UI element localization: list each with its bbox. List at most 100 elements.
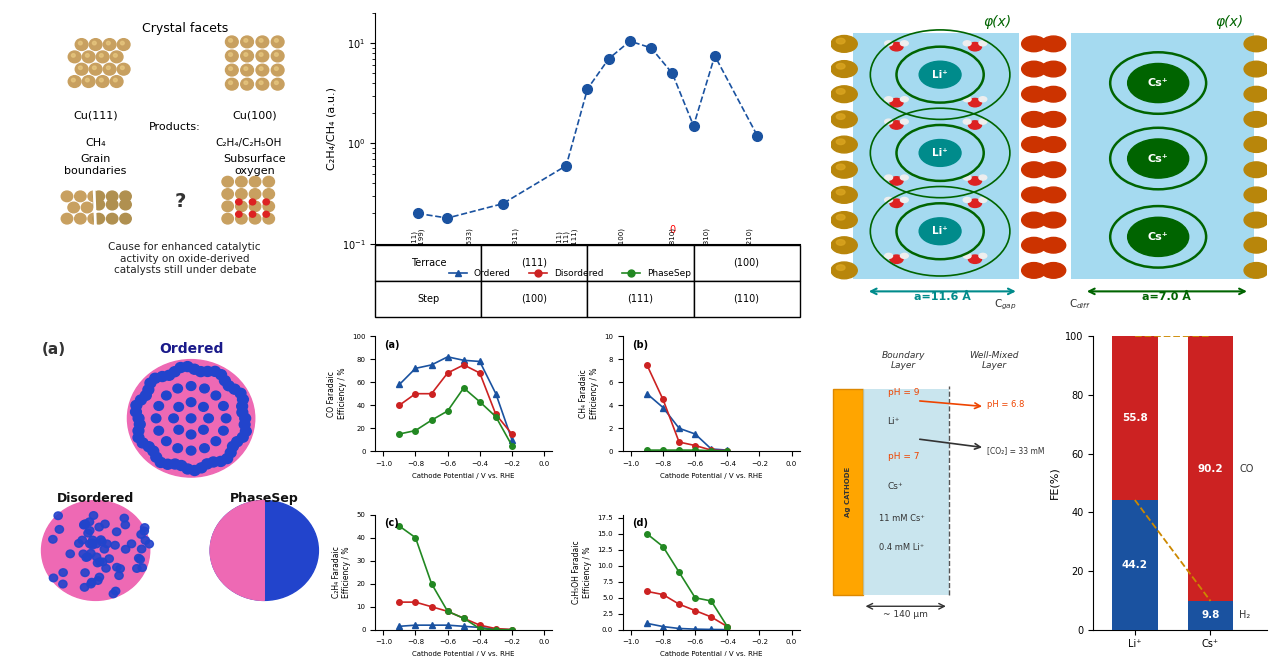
Y-axis label: CH₄ Faradaic
Efficiency / %: CH₄ Faradaic Efficiency / % (579, 368, 599, 419)
Circle shape (104, 64, 116, 75)
Text: PhaseSep: PhaseSep (230, 492, 298, 504)
Circle shape (136, 395, 146, 405)
Circle shape (154, 426, 164, 435)
Circle shape (223, 380, 234, 391)
Text: 0: 0 (669, 225, 676, 235)
Circle shape (244, 39, 248, 42)
Circle shape (141, 537, 150, 544)
Circle shape (221, 453, 233, 464)
Circle shape (76, 64, 88, 75)
Circle shape (241, 426, 251, 436)
Circle shape (1244, 237, 1268, 253)
Text: (810): (810) (669, 228, 676, 247)
Circle shape (114, 78, 118, 82)
Circle shape (210, 501, 319, 600)
Circle shape (221, 414, 230, 422)
Circle shape (831, 161, 858, 178)
Circle shape (1042, 112, 1066, 127)
Circle shape (82, 202, 92, 213)
Circle shape (133, 565, 141, 572)
Circle shape (79, 522, 88, 529)
Circle shape (219, 401, 228, 411)
Circle shape (96, 558, 104, 565)
Circle shape (900, 96, 909, 102)
Circle shape (1042, 162, 1066, 178)
Circle shape (900, 41, 909, 46)
Circle shape (133, 426, 143, 436)
Circle shape (164, 370, 174, 380)
Circle shape (836, 239, 845, 245)
Circle shape (229, 52, 233, 56)
Text: Cu(100): Cu(100) (233, 110, 276, 120)
Circle shape (87, 550, 95, 557)
Circle shape (884, 41, 892, 46)
Circle shape (137, 531, 145, 539)
Text: Boundary
Layer: Boundary Layer (882, 351, 925, 370)
Circle shape (1244, 213, 1268, 228)
Circle shape (244, 81, 248, 85)
Circle shape (964, 197, 972, 203)
Circle shape (116, 565, 124, 573)
Circle shape (114, 54, 118, 57)
Circle shape (250, 176, 261, 187)
Circle shape (900, 175, 909, 180)
Circle shape (890, 176, 902, 185)
Circle shape (964, 253, 972, 258)
Circle shape (262, 211, 269, 217)
Circle shape (106, 199, 118, 210)
Circle shape (204, 414, 214, 422)
Circle shape (196, 367, 206, 377)
Text: 44.2: 44.2 (1121, 560, 1148, 570)
Circle shape (237, 407, 248, 417)
Circle shape (106, 191, 118, 201)
Circle shape (964, 119, 972, 124)
Text: (c): (c) (384, 518, 399, 528)
Circle shape (93, 577, 102, 584)
Text: Ag CATHODE: Ag CATHODE (845, 466, 851, 517)
Circle shape (86, 54, 90, 57)
X-axis label: Cathode Potential / V vs. RHE: Cathode Potential / V vs. RHE (660, 651, 763, 656)
Bar (1112, 500, 1157, 630)
Circle shape (221, 189, 233, 199)
Circle shape (229, 39, 233, 42)
Text: (d): (d) (631, 518, 648, 528)
Y-axis label: C₂H₅OH Faradaic
Efficiency / %: C₂H₅OH Faradaic Efficiency / % (572, 541, 591, 604)
Circle shape (1021, 162, 1046, 178)
Circle shape (131, 400, 142, 411)
Circle shape (225, 64, 238, 76)
Circle shape (59, 581, 67, 588)
Circle shape (196, 463, 207, 473)
Circle shape (262, 201, 274, 212)
Circle shape (836, 113, 845, 119)
Text: Products:: Products: (150, 122, 201, 132)
Circle shape (136, 556, 145, 564)
Circle shape (74, 540, 83, 547)
Circle shape (836, 215, 845, 220)
Circle shape (216, 370, 227, 380)
Text: a=11.6 Å: a=11.6 Å (914, 292, 970, 302)
Circle shape (237, 432, 248, 442)
Circle shape (836, 190, 845, 195)
Circle shape (86, 527, 93, 535)
Circle shape (150, 373, 160, 383)
Circle shape (99, 558, 106, 565)
Circle shape (79, 521, 88, 528)
Circle shape (145, 541, 154, 548)
Text: 55.8: 55.8 (1123, 413, 1148, 423)
Circle shape (271, 64, 284, 76)
Text: CH₄: CH₄ (86, 138, 106, 148)
Circle shape (90, 39, 102, 51)
Circle shape (229, 384, 241, 394)
Circle shape (236, 388, 246, 398)
Circle shape (1128, 139, 1189, 178)
Circle shape (141, 523, 148, 531)
Circle shape (74, 213, 86, 224)
Circle shape (831, 186, 858, 203)
Circle shape (262, 176, 274, 187)
Circle shape (163, 459, 173, 469)
Text: (100): (100) (618, 228, 625, 247)
Text: Grain
boundaries: Grain boundaries (64, 154, 127, 176)
Circle shape (884, 119, 892, 124)
Circle shape (262, 189, 274, 199)
Circle shape (256, 50, 269, 62)
